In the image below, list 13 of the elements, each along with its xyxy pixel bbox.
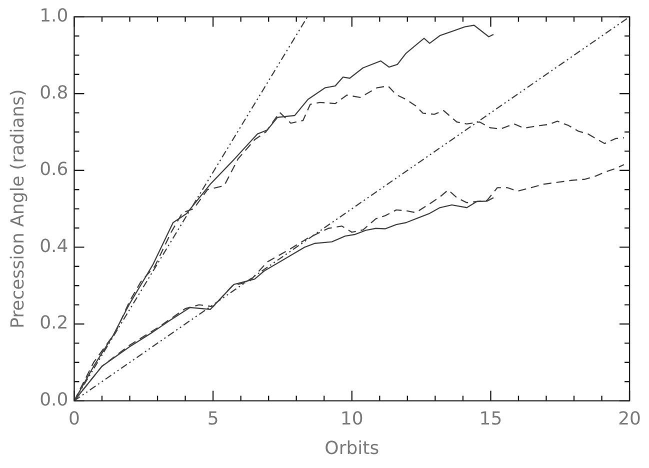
x-axis-title: Orbits	[324, 438, 380, 459]
y-tick-label: 0.8	[40, 82, 68, 104]
x-tick-label: 10	[340, 408, 364, 430]
x-tick-label: 15	[479, 408, 502, 430]
y-tick-label: 0.2	[40, 312, 68, 334]
y-tick-label: 0.0	[40, 389, 68, 410]
y-tick-label: 0.4	[40, 236, 68, 257]
x-tick-label: 20	[618, 408, 641, 430]
x-tick-label: 5	[207, 408, 219, 430]
y-tick-label: 0.6	[40, 159, 68, 180]
y-tick-label: 1.0	[40, 5, 68, 26]
y-axis-title: Precession Angle (radians)	[7, 89, 28, 328]
x-tick-label: 0	[68, 408, 80, 430]
